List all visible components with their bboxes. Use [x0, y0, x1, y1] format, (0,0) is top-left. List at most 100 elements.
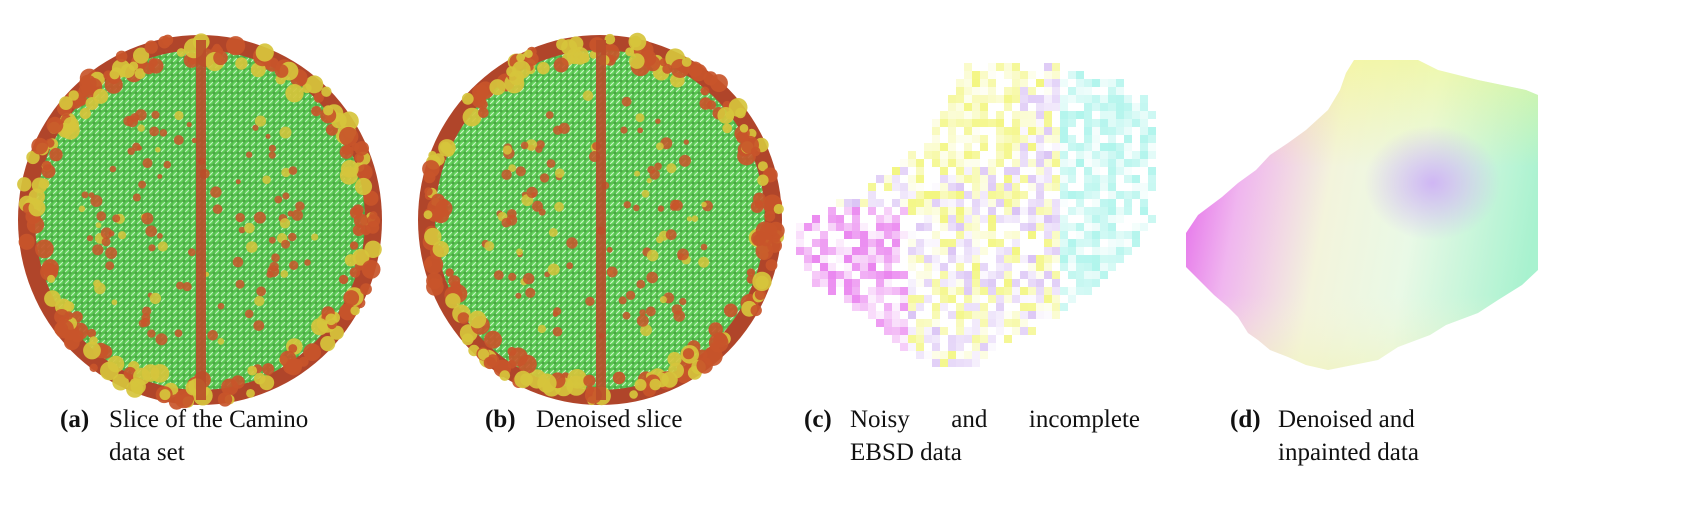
ebsd-pixel: [836, 255, 844, 263]
ebsd-pixel: [1068, 223, 1076, 231]
ebsd-pixel: [980, 143, 988, 151]
ebsd-pixel: [1108, 191, 1116, 199]
tensor-ellipsoid: [26, 150, 40, 165]
ebsd-pixel: [1124, 231, 1132, 239]
ebsd-pixel: [884, 247, 892, 255]
ebsd-pixel: [844, 223, 852, 231]
ebsd-pixel: [924, 271, 932, 279]
ebsd-pixel: [1068, 247, 1076, 255]
ebsd-pixel: [1108, 151, 1116, 159]
ebsd-pixel: [948, 199, 956, 207]
tensor-ellipsoid: [448, 275, 461, 287]
ebsd-pixel: [956, 151, 964, 159]
ebsd-pixel: [1044, 103, 1052, 111]
tensor-ellipsoid: [38, 178, 50, 189]
ebsd-pixel: [1084, 287, 1092, 295]
ebsd-pixel: [884, 215, 892, 223]
tensor-ellipsoid: [682, 348, 695, 360]
ebsd-pixel: [852, 199, 860, 207]
ebsd-pixel: [996, 311, 1004, 319]
ebsd-pixel: [964, 127, 972, 135]
ebsd-pixel: [932, 335, 940, 343]
tensor-ellipsoid: [445, 268, 454, 277]
ebsd-pixel: [1148, 127, 1156, 135]
ebsd-pixel: [1004, 271, 1012, 279]
tensor-ellipsoid: [636, 279, 646, 289]
ebsd-pixel: [988, 207, 996, 215]
ebsd-pixel: [1124, 247, 1132, 255]
tensor-ellipsoid: [141, 317, 151, 327]
ebsd-pixel: [1084, 87, 1092, 95]
tensor-ellipsoid: [524, 49, 533, 58]
ebsd-pixel: [868, 263, 876, 271]
tensor-ellipsoid: [285, 84, 304, 103]
ebsd-pixel: [1084, 159, 1092, 167]
ebsd-pixel: [940, 151, 948, 159]
ebsd-pixel: [1044, 303, 1052, 311]
ebsd-pixel: [1124, 159, 1132, 167]
ebsd-pixel: [1012, 159, 1020, 167]
ebsd-pixel: [1124, 151, 1132, 159]
ebsd-pixel: [1084, 191, 1092, 199]
ebsd-pixel: [1004, 135, 1012, 143]
ebsd-pixel: [1068, 111, 1076, 119]
ebsd-pixel: [1124, 191, 1132, 199]
tensor-ellipsoid: [246, 241, 258, 253]
ebsd-pixel: [1108, 199, 1116, 207]
ebsd-pixel: [964, 119, 972, 127]
ebsd-pixel: [988, 335, 996, 343]
ebsd-pixel: [964, 327, 972, 335]
tensor-ellipsoid: [288, 232, 297, 242]
ebsd-pixel: [956, 87, 964, 95]
ebsd-pixel: [964, 191, 972, 199]
ebsd-pixel: [1060, 151, 1068, 159]
ebsd-pixel: [940, 119, 948, 127]
tensor-ellipsoid: [516, 53, 525, 62]
ebsd-pixel: [1052, 311, 1060, 319]
tensor-ellipsoid: [739, 124, 749, 133]
ebsd-pixel: [1052, 247, 1060, 255]
tensor-ellipsoid: [754, 288, 766, 300]
ebsd-pixel: [860, 231, 868, 239]
ebsd-pixel: [884, 263, 892, 271]
ebsd-pixel: [1004, 143, 1012, 151]
ebsd-pixel: [1012, 239, 1020, 247]
ebsd-pixel: [892, 199, 900, 207]
tensor-ellipsoid: [361, 260, 381, 279]
ebsd-pixel: [1036, 191, 1044, 199]
ebsd-pixel: [1028, 135, 1036, 143]
ebsd-pixel: [1036, 303, 1044, 311]
ebsd-pixel: [964, 287, 972, 295]
ebsd-pixel: [916, 319, 924, 327]
ebsd-pixel: [940, 287, 948, 295]
ebsd-pixel: [1076, 207, 1084, 215]
tensor-ellipsoid: [144, 40, 158, 54]
ebsd-pixel: [916, 303, 924, 311]
ebsd-pixel: [948, 223, 956, 231]
tensor-ellipsoid: [244, 222, 255, 234]
tensor-ellipsoid: [754, 200, 764, 209]
tensor-ellipsoid: [461, 333, 474, 346]
ebsd-pixel: [988, 119, 996, 127]
ebsd-pixel: [1036, 223, 1044, 231]
ebsd-pixel: [1092, 279, 1100, 287]
ebsd-pixel: [804, 255, 812, 263]
ebsd-pixel: [940, 327, 948, 335]
ebsd-pixel: [860, 255, 868, 263]
ebsd-pixel: [1020, 127, 1028, 135]
ebsd-pixel: [1012, 247, 1020, 255]
tensor-ellipsoid: [17, 177, 32, 192]
tensor-ellipsoid: [360, 283, 372, 295]
ebsd-pixel: [1116, 191, 1124, 199]
ebsd-pixel: [892, 223, 900, 231]
tensor-ellipsoid: [92, 244, 104, 256]
ebsd-pixel: [940, 295, 948, 303]
ebsd-pixel: [1140, 183, 1148, 191]
ebsd-pixel: [948, 103, 956, 111]
ebsd-pixel: [1020, 135, 1028, 143]
ebsd-pixel: [1108, 183, 1116, 191]
ebsd-pixel: [1036, 79, 1044, 87]
tensor-ellipsoid: [147, 329, 156, 338]
tensor-ellipsoid: [553, 307, 562, 316]
ebsd-pixel: [892, 167, 900, 175]
